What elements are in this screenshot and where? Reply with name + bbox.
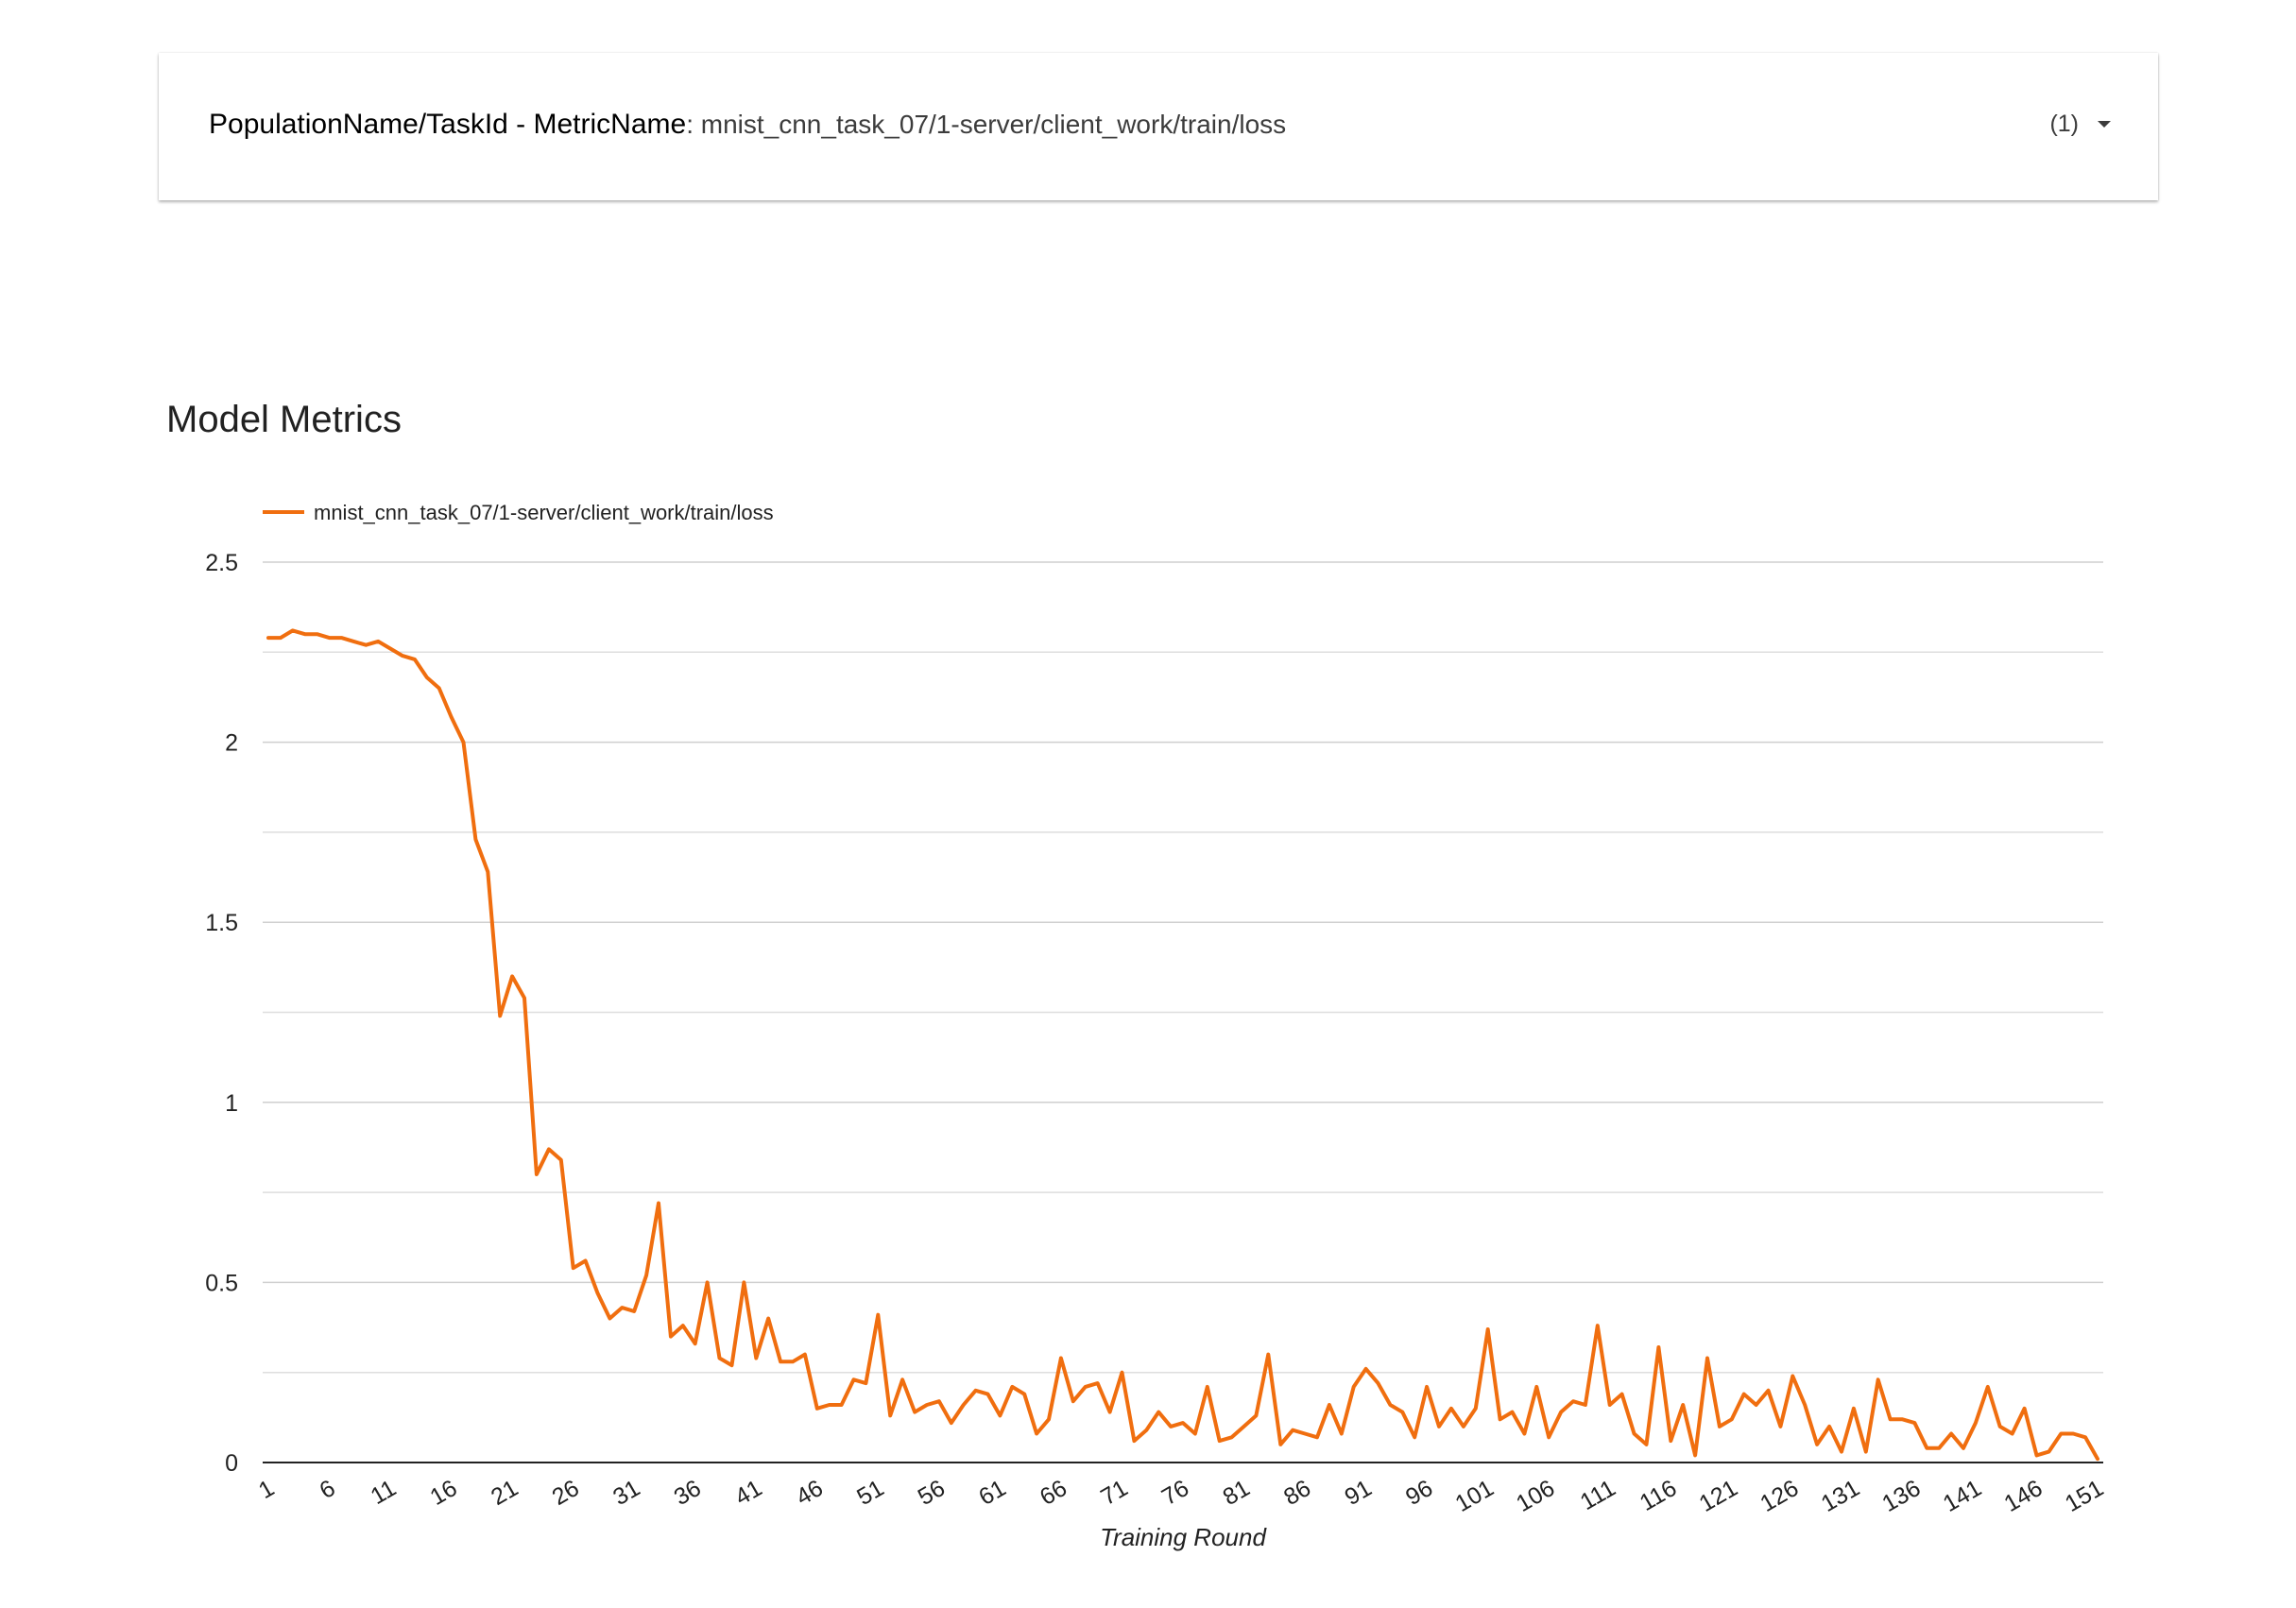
x-tick-label: 96: [1401, 1475, 1437, 1511]
y-tick-label: 0.5: [205, 1270, 238, 1296]
population-metric-selector[interactable]: PopulationName/TaskId - MetricName: mnis…: [159, 53, 2158, 200]
series-line: [266, 628, 2099, 1462]
x-tick-label: 61: [974, 1475, 1010, 1511]
x-tick-label: 131: [1817, 1475, 1864, 1517]
x-tick-label: 36: [670, 1475, 706, 1511]
x-tick-label: 16: [426, 1475, 462, 1511]
x-tick-label: 101: [1451, 1475, 1499, 1517]
x-tick-label: 6: [315, 1475, 339, 1504]
y-tick-label: 2.5: [205, 550, 238, 576]
x-tick-label: 111: [1576, 1475, 1620, 1515]
x-tick-label: 91: [1341, 1475, 1377, 1511]
x-tick-label: 106: [1512, 1475, 1559, 1517]
selection-count: (1): [2049, 111, 2079, 137]
x-tick-label: 126: [1756, 1475, 1803, 1517]
x-tick-label: 116: [1636, 1475, 1682, 1516]
x-tick-label: 11: [367, 1475, 401, 1510]
grid: [263, 561, 2103, 1374]
selector-label: PopulationName/TaskId - MetricName: mnis…: [209, 108, 1286, 142]
x-tick-label: 151: [2061, 1475, 2108, 1517]
x-tick-label: 76: [1157, 1475, 1193, 1511]
section-title: Model Metrics: [166, 399, 402, 440]
caret-down-icon[interactable]: [2098, 121, 2111, 128]
selector-separator: :: [686, 110, 701, 139]
x-tick-label: 146: [1999, 1475, 2047, 1517]
legend-label: mnist_cnn_task_07/1-server/client_work/t…: [314, 501, 774, 524]
x-tick-label: 41: [730, 1475, 766, 1511]
x-tick-label: 121: [1695, 1475, 1742, 1517]
x-tick-label: 81: [1218, 1475, 1254, 1511]
x-tick-label: 26: [548, 1475, 584, 1511]
x-axis-ticks: 1 6 11 16 21 26 31 36 41 46 51 56 61 66 71 76 81 86 91 96 10…: [254, 1475, 2108, 1517]
x-tick-label: 66: [1036, 1475, 1071, 1511]
x-tick-label: 136: [1877, 1475, 1925, 1517]
x-tick-label: 86: [1279, 1475, 1315, 1511]
y-tick-label: 1.5: [205, 910, 238, 936]
y-axis-ticks: 0 0.5 1 1.5 2 2.5: [205, 550, 238, 1477]
series-lines: [266, 628, 2099, 1462]
x-tick-label: 71: [1096, 1475, 1132, 1511]
x-axis-title: Training Round: [1100, 1523, 1267, 1551]
y-tick-label: 1: [225, 1090, 238, 1117]
x-tick-label: 51: [852, 1475, 888, 1511]
x-tick-label: 56: [914, 1475, 950, 1511]
x-tick-label: 46: [792, 1475, 828, 1511]
x-tick-label: 21: [487, 1475, 523, 1511]
selector-label-text: PopulationName/TaskId - MetricName: [209, 109, 687, 140]
x-tick-label: 1: [254, 1475, 279, 1504]
y-tick-label: 2: [225, 730, 238, 757]
x-tick-label: 141: [1939, 1475, 1986, 1517]
selector-value: mnist_cnn_task_07/1-server/client_work/t…: [700, 110, 1287, 139]
x-tick-label: 31: [608, 1475, 644, 1511]
y-tick-label: 0: [225, 1450, 238, 1477]
legend[interactable]: mnist_cnn_task_07/1-server/client_work/t…: [263, 501, 774, 524]
